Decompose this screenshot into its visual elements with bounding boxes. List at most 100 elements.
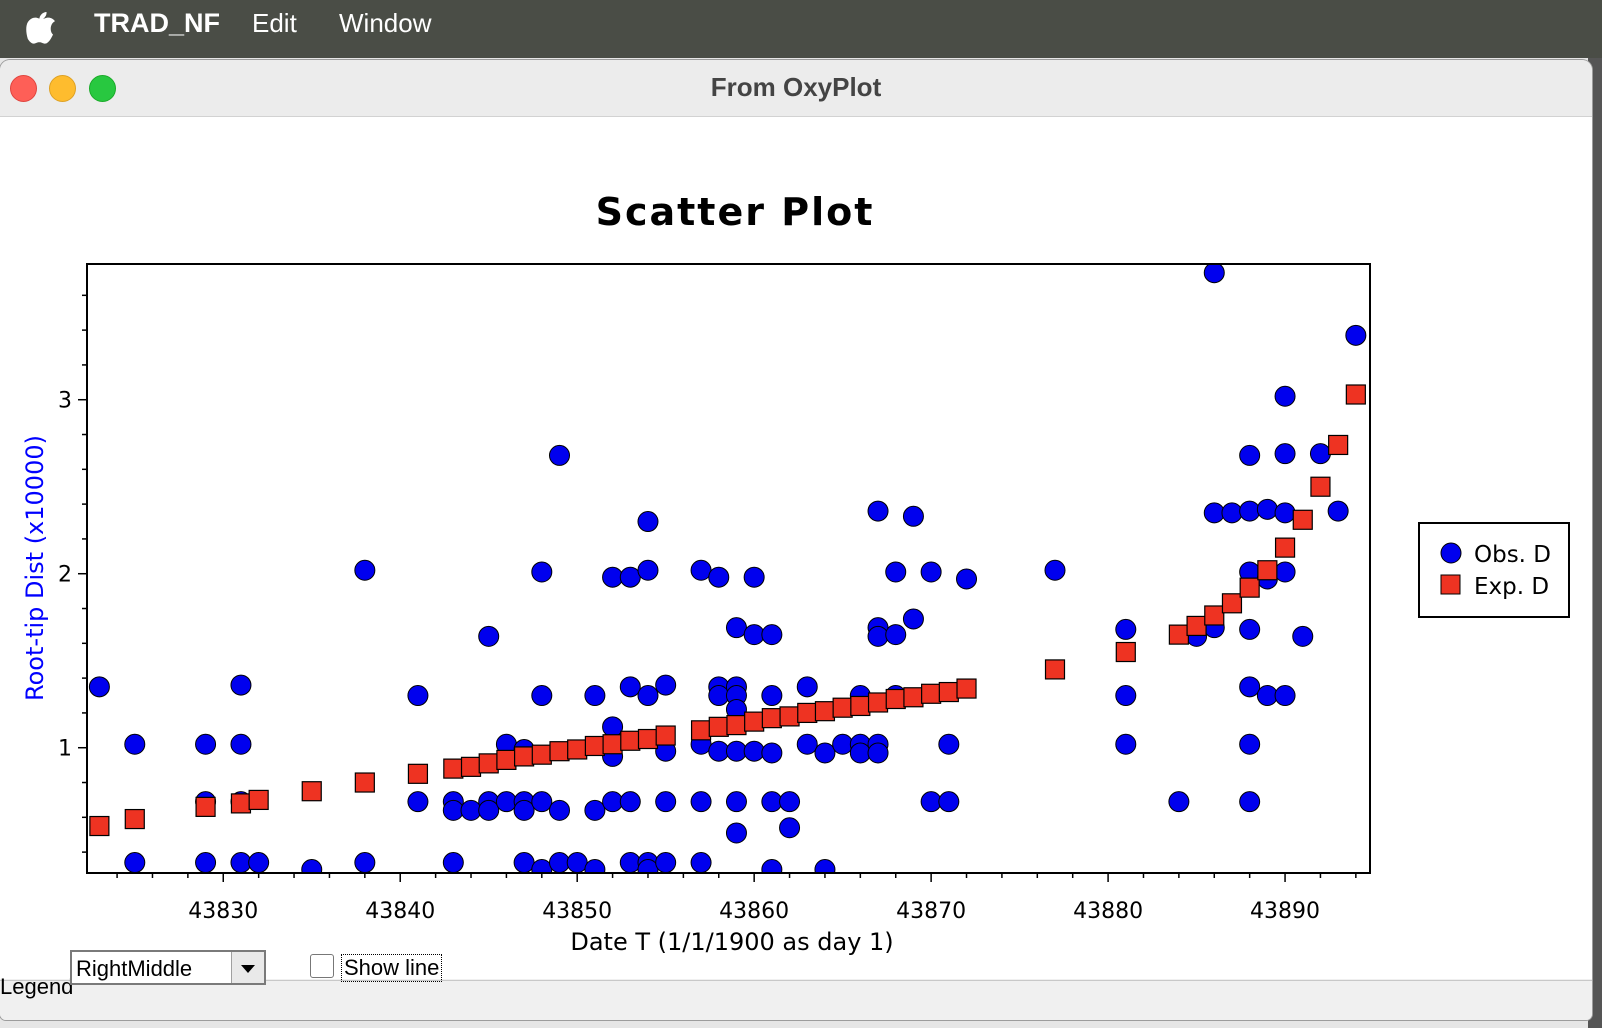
obs-point [602,791,624,813]
exp-point [124,808,145,830]
menu-bar: TRAD_NF Edit Window [0,0,1602,58]
menu-window[interactable]: Window [339,8,432,38]
obs-point [513,852,535,873]
obs-point [1239,444,1261,466]
obs-point [938,791,960,813]
legend-marker-obs [1440,542,1462,564]
obs-point [761,685,783,707]
exp-point [1221,593,1243,614]
obs-point [460,799,482,821]
exp-point [797,702,818,724]
x-tick-label: 43830 [188,899,258,924]
obs-point [761,742,783,764]
dropdown-arrow-icon[interactable] [231,952,264,983]
obs-point [566,852,588,873]
obs-point [513,799,535,821]
obs-point [725,822,747,844]
exp-point [1115,641,1136,663]
obs-point [867,500,889,522]
obs-point [1292,625,1314,647]
obs-point [779,791,801,813]
obs-point [1203,264,1225,284]
obs-point [690,852,712,873]
exp-point [248,789,269,811]
menu-edit[interactable]: Edit [252,8,297,38]
legend-position-select[interactable]: RightMiddle [70,950,266,985]
exp-point [549,741,570,762]
exp-point [1186,615,1207,637]
menu-app-name[interactable]: TRAD_NF [94,8,220,38]
exp-point [478,753,499,774]
obs-point [725,617,747,639]
obs-point [743,566,765,588]
controls-bar [0,980,1592,1020]
obs-point [655,852,677,873]
obs-point [1115,685,1137,707]
exp-point [867,692,889,713]
obs-point [690,559,712,581]
legend-label-exp: Exp. D [1474,574,1549,600]
obs-point [478,625,500,647]
obs-point [584,685,606,707]
obs-point [1239,791,1261,813]
title-bar[interactable]: From OxyPlot [0,60,1592,117]
obs-point [1274,685,1296,707]
legend-marker-exp [1440,574,1461,595]
y-tick-label: 1 [58,737,72,762]
obs-point [619,791,641,813]
obs-point [796,676,818,698]
exp-point [921,683,942,704]
obs-point [230,674,252,696]
obs-point [442,799,464,821]
apple-icon[interactable] [26,10,56,44]
obs-point [248,852,270,873]
obs-point [531,791,553,813]
obs-point [1309,443,1331,465]
exp-point [460,756,482,777]
obs-point [1327,500,1349,522]
x-tick-label: 43890 [1250,899,1320,924]
obs-point [743,740,765,762]
exp-point [708,716,729,737]
obs-point [885,561,907,583]
exp-point [1044,659,1066,680]
scatter-chart[interactable]: Scatter Plot 43830 43840 43850 43860 43870 43… [0,117,1592,979]
exp-point [956,678,977,699]
obs-point [230,852,252,873]
obs-point [1044,559,1066,581]
obs-point [920,561,942,583]
obs-point [124,852,146,873]
obs-point [867,742,889,764]
plot-area[interactable]: Scatter Plot 43830 43840 43850 43860 43870 43… [0,117,1592,979]
obs-point [761,624,783,646]
y-axis-label: Root-tip Dist (x10000) [21,435,49,701]
exp-point [620,730,641,751]
obs-point [619,852,641,873]
exp-point [832,697,853,718]
show-line-checkbox[interactable] [310,954,334,978]
obs-point [902,505,924,527]
zoom-button[interactable] [89,75,116,102]
exp-point [903,687,924,708]
exp-point [1328,434,1349,456]
obs-point [814,742,836,764]
obs-point [1239,500,1261,522]
obs-point [354,852,376,873]
obs-point [920,791,942,813]
minimize-button[interactable] [49,75,76,102]
exp-point [1204,605,1225,626]
close-button[interactable] [10,75,37,102]
exp-point [195,796,216,817]
obs-point [956,568,978,590]
x-axis-label: Date T (1/1/1900 as day 1) [570,928,893,956]
obs-point [495,791,517,813]
show-line-label[interactable]: Show line [341,954,443,982]
exp-point [230,793,252,814]
obs-point [1256,498,1278,520]
obs-point [88,676,110,698]
obs-point [885,624,907,646]
exp-point [584,735,605,757]
obs-point [902,608,924,630]
obs-point [867,625,889,647]
obs-point [442,852,464,873]
